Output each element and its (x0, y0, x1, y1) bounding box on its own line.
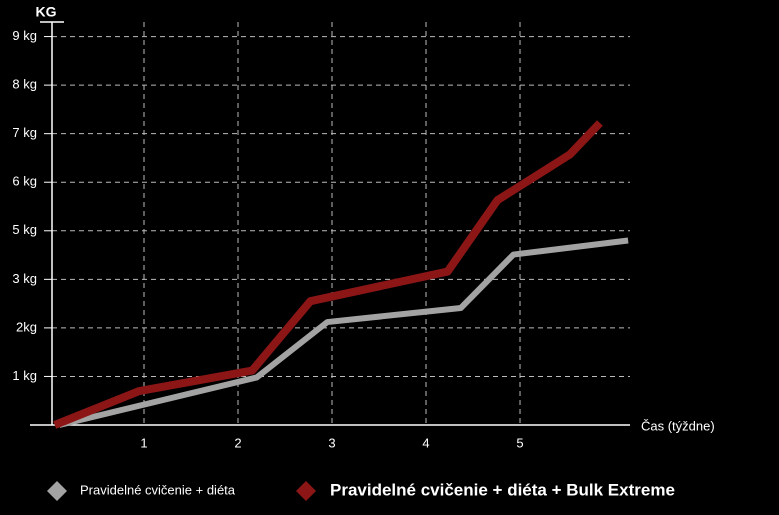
legend-marker (296, 481, 316, 501)
y-tick-label: 5 kg (12, 222, 37, 237)
legend-label: Pravidelné cvičenie + diéta + Bulk Extre… (330, 480, 675, 499)
x-tick-label: 3 (328, 435, 335, 450)
y-tick-label: 8 kg (12, 77, 37, 92)
x-tick-label: 2 (234, 435, 241, 450)
x-axis-label: Čas (týždne) (641, 418, 715, 433)
y-tick-label: 7 kg (12, 125, 37, 140)
y-tick-label: 1 kg (12, 368, 37, 383)
x-tick-label: 4 (422, 435, 429, 450)
legend-marker (47, 481, 67, 501)
x-tick-label: 5 (516, 435, 523, 450)
y-axis-label: KG (36, 4, 57, 20)
y-tick-label: 6 kg (12, 174, 37, 189)
y-tick-label: 3 kg (12, 271, 37, 286)
legend-label: Pravidelné cvičenie + diéta (80, 482, 236, 497)
x-tick-label: 1 (140, 435, 147, 450)
y-tick-label: 9 kg (12, 28, 37, 43)
series-line (58, 237, 629, 428)
y-tick-label: 2kg (16, 319, 37, 334)
series-line (53, 120, 603, 429)
